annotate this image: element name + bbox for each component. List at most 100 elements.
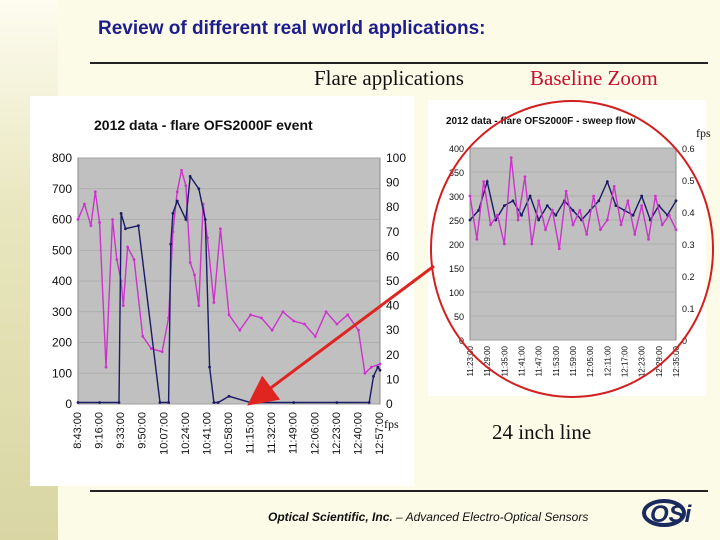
series-point [184,218,188,221]
series-point [160,350,164,354]
y-left-tick-label: 700 [52,182,72,196]
series-point [281,310,285,314]
y-left-tick-label: 200 [52,336,72,350]
y-left-tick-label: 400 [52,274,72,288]
highlight-circle [430,100,714,398]
x-tick-label: 12:35:00 [672,345,681,377]
baseline-zoom-label: Baseline Zoom [530,66,658,90]
y-right-tick-label: 90 [386,176,400,190]
fps-small-label: fps [696,126,711,140]
series-point [378,362,382,366]
y-left-tick-label: 400 [449,144,464,154]
series-point [104,365,108,369]
series-point [175,199,179,203]
series-point [335,322,339,326]
series-point [188,175,192,178]
footer-tagline: – Advanced Electro-Optical Sensors [392,510,589,524]
osi-logo: OSi [642,496,708,530]
series-point [98,401,101,404]
inch-line-label: 24 inch line [492,420,592,444]
series-point [212,401,216,404]
series-point [93,190,97,194]
y-right-tick-label: 100 [386,151,406,165]
x-tick-label: 11:15:00 [245,412,257,454]
series-point [115,258,119,261]
y-right-tick-label: 30 [386,323,400,337]
series-point [206,236,209,240]
series-point [197,304,201,307]
series-point [141,334,145,338]
slide-title: Review of different real world applicati… [98,18,486,39]
series-point [335,401,339,404]
y-right-tick-label: 50 [386,274,400,288]
series-point [149,347,153,351]
y-right-tick-label: 10 [386,372,400,386]
series-point [132,258,136,261]
series-point [303,322,306,326]
series-point [126,245,130,249]
y-right-axis-label: fps [384,417,399,431]
y-left-tick-label: 100 [52,366,72,380]
x-tick-label: 10:41:00 [201,412,213,455]
series-line [78,174,381,404]
flare-applications-label: Flare applications [314,66,464,90]
x-tick-label: 10:24:00 [180,412,192,455]
series-point [175,190,179,194]
series-point [76,218,80,221]
series-point [324,310,328,314]
series-point [188,261,192,264]
series-point [357,328,360,332]
series-point [369,365,373,369]
x-tick-label: 12:57:00 [374,412,386,455]
series-point [171,211,175,215]
y-right-tick-label: 0.6 [682,144,695,154]
flare-event-chart: 2012 data - flare OFS2000F event 0 100 200 3… [30,96,414,486]
series-point [249,313,252,317]
y-left-tick-label: 600 [52,213,72,227]
series-point [169,242,173,246]
x-tick-label: 10:58:00 [223,412,235,455]
y-left-tick-label: 0 [65,397,72,411]
series-point [124,227,127,231]
arrow-line [247,264,435,406]
osi-logo-icon: OSi [642,499,693,528]
y-right-tick-label: 60 [386,249,400,263]
series-point [367,401,371,404]
series-point [227,394,231,398]
series-point [83,202,86,206]
series-point [137,224,140,228]
y-right-tick-label: 0 [386,397,393,411]
series-point [238,328,242,332]
series-point [378,368,382,372]
series-point [292,401,296,404]
series-point [158,401,162,404]
series-point [216,401,220,404]
bottom-rule [90,490,708,492]
x-tick-label: 10:07:00 [158,412,170,455]
y-right-tick-label: 40 [386,299,400,313]
series-point [76,401,80,404]
x-tick-label: 11:23:00 [466,345,475,376]
y-right-tick-label: 0 [682,336,687,346]
y-left-tick-label: 500 [52,243,72,257]
y-right-tick-label: 70 [386,225,400,239]
series-point [193,273,196,277]
series-point [218,227,222,231]
y-right-tick-label: 20 [386,348,400,362]
series-point [111,218,114,221]
series-point [117,401,121,404]
series-point [346,313,350,317]
chart-title: 2012 data - flare OFS2000F event [94,117,313,133]
x-tick-label: 11:32:00 [266,412,278,454]
x-tick-label: 9:33:00 [115,412,127,449]
x-tick-label: 11:49:00 [288,412,300,454]
series-point [270,328,274,332]
x-tick-label: 12:06:00 [309,412,321,455]
y-right-tick-label: 80 [386,200,400,214]
x-tick-label: 8:43:00 [72,412,84,449]
series-point [98,221,101,224]
series-point [376,365,380,369]
x-tick-label: 12:40:00 [352,412,364,455]
series-point [313,334,317,338]
